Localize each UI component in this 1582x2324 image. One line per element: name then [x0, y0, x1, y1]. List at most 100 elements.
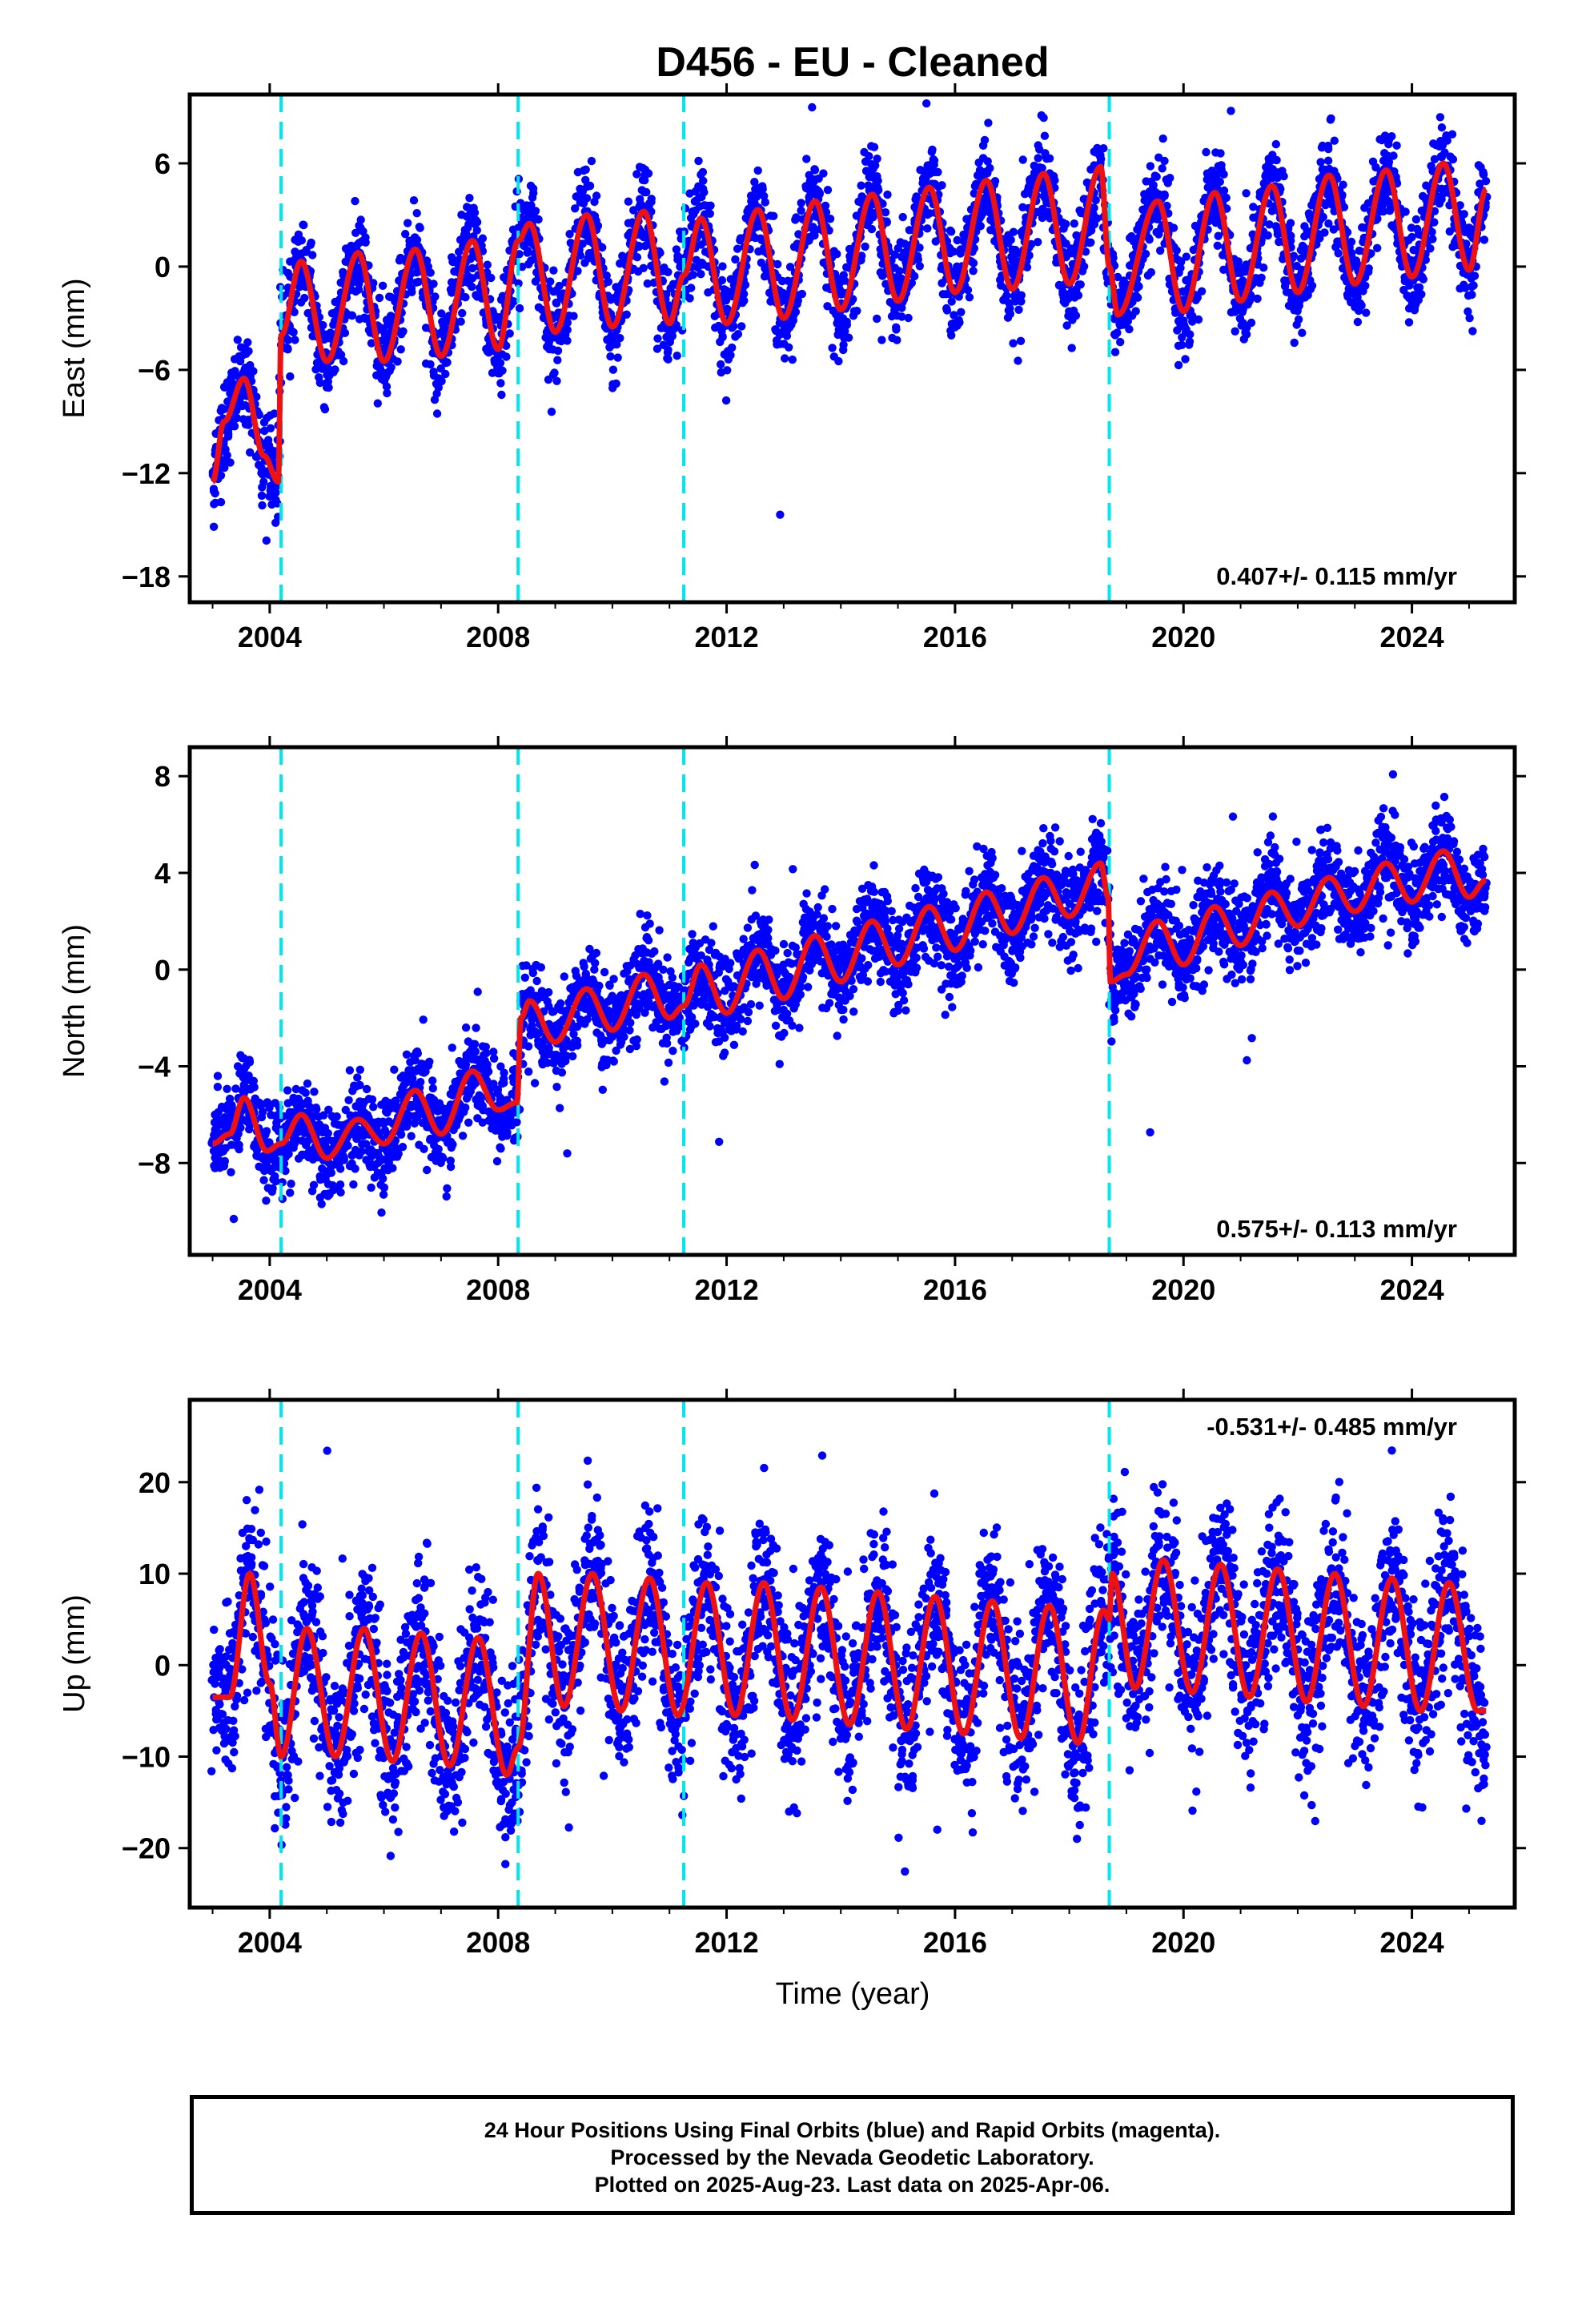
- data-point: [1263, 231, 1272, 240]
- data-point: [287, 1180, 295, 1188]
- data-point: [1086, 238, 1095, 247]
- data-point: [1217, 161, 1226, 170]
- data-point: [515, 250, 524, 259]
- data-point: [1392, 141, 1401, 150]
- data-point: [441, 369, 450, 379]
- data-point: [229, 1214, 239, 1224]
- data-point: [497, 390, 506, 400]
- data-point: [1468, 290, 1476, 300]
- data-point: [1287, 231, 1295, 240]
- data-point: [382, 382, 391, 391]
- data-point: [347, 311, 357, 320]
- data-point: [581, 165, 590, 174]
- data-point: [844, 333, 853, 342]
- data-point: [612, 379, 620, 388]
- data-point: [1480, 235, 1489, 244]
- data-point: [1231, 327, 1239, 336]
- data-point: [1014, 356, 1022, 365]
- data-point: [1481, 176, 1491, 186]
- data-point: [1181, 355, 1190, 364]
- data-point: [773, 259, 782, 269]
- data-point: [266, 424, 275, 432]
- data-point: [842, 317, 851, 326]
- data-point: [1469, 281, 1478, 290]
- data-point: [255, 410, 263, 420]
- data-point: [721, 396, 731, 405]
- data-point: [401, 230, 410, 239]
- data-point: [398, 1143, 408, 1152]
- data-point: [969, 259, 978, 267]
- data-point: [387, 363, 396, 372]
- data-point: [377, 1208, 386, 1217]
- data-point: [327, 329, 336, 339]
- data-point: [1050, 176, 1059, 185]
- data-point: [706, 201, 715, 210]
- data-point: [673, 352, 681, 360]
- data-point: [344, 1096, 353, 1105]
- data-point: [728, 343, 737, 352]
- data-point: [1116, 337, 1125, 347]
- data-point: [1074, 291, 1083, 300]
- x-tick-label: 2020: [1151, 621, 1215, 653]
- data-point: [257, 491, 267, 501]
- data-point: [246, 448, 255, 457]
- data-point: [379, 1174, 387, 1184]
- data-point: [1339, 180, 1347, 189]
- data-point: [624, 197, 633, 206]
- data-point: [375, 293, 384, 303]
- data-point: [1307, 281, 1317, 290]
- data-point: [718, 332, 727, 342]
- data-point: [613, 353, 622, 362]
- data-point: [439, 1154, 448, 1163]
- data-point: [632, 253, 642, 262]
- data-point: [810, 166, 820, 175]
- data-point: [934, 167, 942, 177]
- data-point: [361, 238, 370, 247]
- data-point: [518, 263, 527, 271]
- data-point: [437, 309, 446, 318]
- data-point: [226, 458, 235, 467]
- data-point: [483, 260, 492, 269]
- data-point: [664, 267, 673, 276]
- data-point: [379, 1190, 388, 1199]
- data-point: [828, 344, 837, 352]
- data-point: [653, 334, 662, 343]
- data-point: [232, 413, 242, 423]
- data-point: [963, 286, 973, 295]
- data-point: [351, 1164, 359, 1173]
- data-point: [335, 1180, 345, 1189]
- data-point: [639, 263, 648, 272]
- data-point: [1364, 267, 1373, 276]
- data-point: [1227, 107, 1235, 115]
- data-point: [731, 255, 740, 264]
- data-point: [434, 383, 443, 392]
- data-point: [1152, 172, 1161, 181]
- data-point: [739, 289, 749, 299]
- data-point: [883, 190, 892, 199]
- data-point: [1320, 228, 1329, 237]
- data-point: [496, 379, 505, 388]
- data-point: [223, 1084, 231, 1094]
- data-point: [1259, 263, 1268, 272]
- data-point: [355, 1065, 364, 1075]
- data-point: [608, 365, 618, 374]
- data-point: [412, 209, 421, 218]
- data-point: [685, 294, 694, 303]
- data-point: [220, 1156, 229, 1166]
- data-point: [396, 345, 405, 354]
- data-point: [1404, 318, 1414, 327]
- data-point: [498, 366, 507, 375]
- data-point: [980, 135, 990, 145]
- data-point: [873, 155, 881, 163]
- data-point: [233, 336, 242, 344]
- x-axis-label: Time (year): [776, 1977, 930, 2011]
- data-point: [213, 1072, 223, 1080]
- data-point: [271, 1172, 279, 1181]
- data-point: [461, 1023, 471, 1032]
- data-point: [1387, 132, 1396, 141]
- data-point: [362, 1084, 371, 1094]
- data-point: [1134, 282, 1143, 291]
- data-point: [1160, 156, 1169, 166]
- data-point: [367, 1183, 375, 1192]
